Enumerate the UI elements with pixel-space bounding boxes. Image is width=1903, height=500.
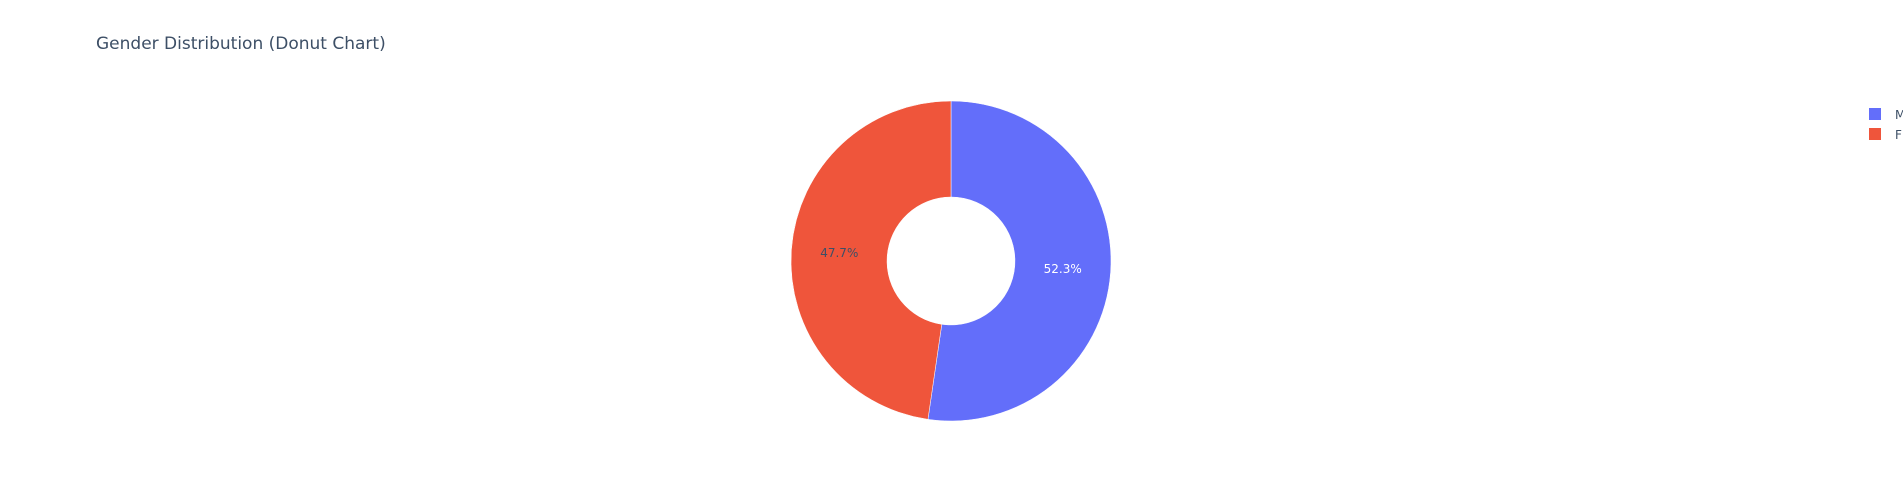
legend-item-f[interactable]: F	[1869, 128, 1902, 142]
donut-slice-m[interactable]	[927, 100, 1112, 422]
slices-layer	[790, 100, 1112, 422]
slice-label-f: 47.7%	[820, 246, 858, 260]
labels-layer: 52.3% 47.7%	[820, 246, 1082, 276]
slice-label-m: 52.3%	[1044, 262, 1082, 276]
donut-slice-f[interactable]	[790, 100, 952, 420]
legend-swatch-f	[1869, 128, 1881, 140]
legend[interactable]: MF	[1869, 108, 1903, 142]
legend-swatch-m	[1869, 108, 1881, 120]
legend-item-m[interactable]: M	[1869, 108, 1903, 122]
chart-title: Gender Distribution (Donut Chart)	[96, 34, 386, 54]
legend-label-m: M	[1895, 108, 1903, 122]
legend-label-f: F	[1895, 128, 1902, 142]
